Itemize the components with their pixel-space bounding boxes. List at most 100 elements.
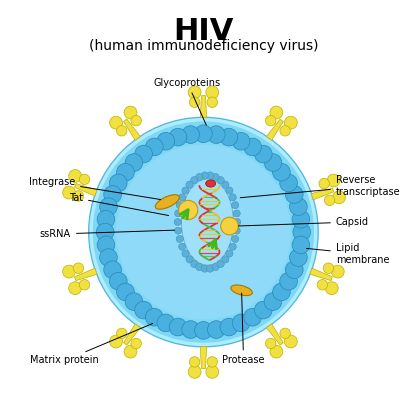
Circle shape [178,194,186,201]
Text: Glycoproteins: Glycoproteins [154,78,221,125]
Circle shape [226,250,233,257]
Circle shape [89,118,318,347]
Circle shape [79,174,90,185]
Circle shape [176,201,183,209]
Circle shape [264,154,282,171]
Circle shape [175,227,182,234]
Circle shape [109,174,127,192]
Circle shape [280,272,297,290]
Circle shape [73,263,84,273]
Circle shape [323,263,334,273]
Circle shape [135,301,152,319]
Circle shape [280,126,290,136]
Circle shape [206,86,219,99]
Circle shape [131,338,141,349]
Circle shape [116,328,127,339]
Circle shape [220,128,238,146]
Circle shape [265,338,276,349]
Circle shape [280,174,297,192]
Circle shape [332,265,344,278]
Polygon shape [124,324,141,345]
Text: ssRNA: ssRNA [40,229,175,239]
Circle shape [220,318,238,336]
Circle shape [255,145,272,163]
Ellipse shape [155,195,179,209]
Circle shape [195,322,212,339]
Circle shape [169,318,187,336]
Circle shape [270,106,283,119]
Circle shape [325,282,338,295]
Circle shape [104,186,121,203]
Polygon shape [200,347,207,369]
Circle shape [208,126,225,144]
Circle shape [186,181,193,188]
Circle shape [182,250,189,257]
Circle shape [229,243,236,250]
Circle shape [244,308,261,326]
Circle shape [146,138,163,156]
Circle shape [116,126,127,136]
Polygon shape [266,119,283,140]
Circle shape [319,178,329,189]
Circle shape [97,236,115,254]
Polygon shape [74,268,97,281]
Circle shape [207,265,214,272]
Circle shape [63,265,76,278]
Circle shape [196,173,203,181]
Circle shape [280,328,290,339]
Circle shape [97,210,115,228]
Text: Tat: Tat [69,193,168,215]
Circle shape [174,218,181,225]
Circle shape [292,210,310,228]
Polygon shape [74,183,97,196]
Circle shape [178,243,186,250]
Circle shape [125,293,143,310]
Circle shape [201,265,208,272]
Ellipse shape [206,180,215,187]
Ellipse shape [181,179,233,265]
Circle shape [100,249,117,266]
Circle shape [69,170,82,182]
Circle shape [265,116,276,126]
Circle shape [201,172,208,179]
Circle shape [327,174,340,187]
Circle shape [208,321,225,338]
Circle shape [207,357,218,367]
Circle shape [109,272,127,290]
Circle shape [232,235,239,243]
Circle shape [217,260,224,267]
Circle shape [255,301,272,319]
Circle shape [124,345,137,358]
Circle shape [116,283,134,301]
Polygon shape [200,96,207,118]
Polygon shape [310,268,332,281]
Circle shape [178,201,198,220]
Circle shape [221,217,238,235]
Circle shape [233,210,240,217]
Circle shape [207,172,214,179]
Circle shape [217,176,224,184]
Text: Protease: Protease [222,293,265,366]
Circle shape [292,236,310,254]
Circle shape [285,261,303,279]
Circle shape [79,280,90,290]
Circle shape [104,261,121,279]
Text: Matrix protein: Matrix protein [30,324,153,366]
Circle shape [191,176,198,184]
Circle shape [272,163,290,181]
Circle shape [196,263,203,271]
Circle shape [176,235,183,243]
Circle shape [175,210,182,217]
Circle shape [324,195,335,206]
Circle shape [207,97,218,107]
Circle shape [290,249,307,266]
Text: HIV: HIV [173,17,234,46]
Circle shape [63,186,76,199]
Ellipse shape [176,174,238,270]
Circle shape [293,223,311,241]
Circle shape [270,345,283,358]
Circle shape [135,145,152,163]
Circle shape [232,314,250,332]
Circle shape [182,126,199,144]
Text: (human immunodeficiency virus): (human immunodeficiency virus) [89,40,318,53]
